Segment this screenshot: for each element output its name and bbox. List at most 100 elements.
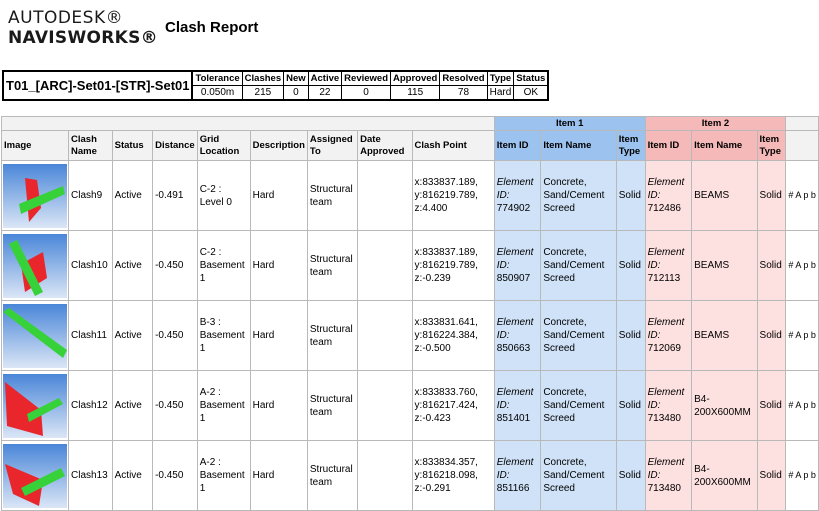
group-header-item2: Item 2 [644,116,787,131]
clash-point: x:833837.189, y:816219.789, z:-0.239 [411,230,495,301]
item2-id-number: 712069 [647,343,681,354]
clash-results-table: Item 1 Item 2 Image Clash Name Status Di… [1,116,819,511]
row-overflow-cell: # A p b [785,370,819,441]
clash-image-cell[interactable] [1,160,69,231]
col-distance: Distance [152,130,198,161]
clash-status: Active [111,300,154,371]
item1-id-number: 851166 [496,483,530,494]
summary-value-reviewed: 0 [341,85,391,101]
item2-id-label: Element ID: [647,457,685,481]
clash-distance: -0.450 [152,440,198,511]
summary-value-new: 0 [283,85,309,101]
item1-id-number: 850907 [496,273,531,284]
clash-thumbnail-image [3,233,67,298]
clash-grid-location: A-2 : Basement 1 [196,370,251,441]
clash-description: Hard [249,300,308,371]
report-title: Clash Report [165,19,259,36]
col-tail [785,130,819,161]
item1-id: Element ID: 851166 [493,440,542,511]
item1-type: Solid [615,300,646,371]
clash-status: Active [111,160,154,231]
clash-distance: -0.491 [152,160,198,231]
item2-name: BEAMS [691,160,758,231]
autodesk-navisworks-logo: AUTODESK® NAVISWORKS® [8,10,158,47]
item1-name: Concrete, Sand/Cement Screed [540,440,617,511]
item1-id-label: Element ID: [496,247,534,271]
clash-date-approved [357,160,413,231]
col-grid-location: Grid Location [196,130,251,161]
col-item1-name: Item Name [540,130,617,161]
row-overflow-cell: # A p b [785,160,819,231]
summary-value-active: 22 [307,85,343,101]
item2-id-number: 713480 [647,483,681,494]
summary-value-clashes: 215 [241,85,285,101]
clash-description: Hard [249,160,308,231]
clash-assigned-to: Structural team [306,370,359,441]
clash-assigned-to: Structural team [306,440,359,511]
clash-row[interactable]: Clash12 Active -0.450 A-2 : Basement 1 H… [1,370,819,441]
item2-id-number: 713480 [647,413,681,424]
clash-assigned-to: Structural team [306,160,359,231]
clash-date-approved [357,440,413,511]
summary-header-new: New [283,70,309,86]
summary-value-resolved: 78 [439,85,488,101]
item2-type: Solid [756,370,787,441]
item2-id-number: 712486 [647,203,681,214]
clash-assigned-to: Structural team [306,230,359,301]
summary-header-status: Status [513,70,549,86]
summary-header-approved: Approved [389,70,441,86]
test-name: T01_[ARC]-Set01-[STR]-Set01 [1,70,194,101]
clash-row[interactable]: Clash11 Active -0.450 B-3 : Basement 1 H… [1,300,819,371]
column-header-row: Image Clash Name Status Distance Grid Lo… [1,130,819,161]
item2-type: Solid [756,230,787,301]
logo-line1: AUTODESK® [8,8,124,28]
col-item1-type: Item Type [615,130,646,161]
clash-point: x:833837.189, y:816219.789, z:4.400 [411,160,495,231]
clash-image-cell[interactable] [1,440,69,511]
item2-id: Element ID: 712113 [644,230,693,301]
item1-id-number: 851401 [496,413,531,424]
item2-id-number: 712113 [647,273,681,284]
item2-name: B4-200X600MM [691,440,758,511]
item2-id: Element ID: 713480 [644,440,693,511]
item1-name: Concrete, Sand/Cement Screed [540,300,617,371]
clash-row[interactable]: Clash10 Active -0.450 C-2 : Basement 1 H… [1,230,819,301]
clash-date-approved [357,230,413,301]
clash-status: Active [111,230,154,301]
summary-value-approved: 115 [389,85,441,101]
clash-thumbnail-image [3,373,67,438]
clash-name: Clash13 [68,440,113,511]
item2-id-label: Element ID: [647,387,685,411]
col-description: Description [249,130,308,161]
clash-image-cell[interactable] [1,230,69,301]
summary-header-active: Active [307,70,343,86]
item2-id-label: Element ID: [647,177,685,201]
item2-name: BEAMS [691,230,758,301]
clash-image-cell[interactable] [1,370,69,441]
item2-id-label: Element ID: [647,317,685,341]
summary-value-tolerance: 0.050m [191,85,243,101]
clash-description: Hard [249,230,308,301]
col-image: Image [1,130,69,161]
clash-row[interactable]: Clash13 Active -0.450 A-2 : Basement 1 H… [1,440,819,511]
clash-point: x:833833.760, y:816217.424, z:-0.423 [411,370,495,441]
clash-row[interactable]: Clash9 Active -0.491 C-2 : Level 0 Hard … [1,160,819,231]
item1-id-label: Element ID: [496,177,534,201]
col-item2-id: Item ID [644,130,693,161]
clash-image-cell[interactable] [1,300,69,371]
clash-thumbnail-image [3,443,67,508]
item1-type: Solid [615,230,646,301]
summary-header-tolerance: Tolerance [191,70,243,86]
item1-type: Solid [615,160,646,231]
item1-type: Solid [615,440,646,511]
clash-point: x:833831.641, y:816224.384, z:-0.500 [411,300,495,371]
clash-distance: -0.450 [152,230,198,301]
item1-id-number: 774902 [496,203,531,214]
item2-id: Element ID: 712069 [644,300,693,371]
item1-id-label: Element ID: [496,317,534,341]
row-overflow-cell: # A p b [785,440,819,511]
clash-grid-location: C-2 : Basement 1 [196,230,251,301]
item2-type: Solid [756,440,787,511]
item1-id-label: Element ID: [496,457,534,481]
clash-thumbnail-image [3,163,67,228]
